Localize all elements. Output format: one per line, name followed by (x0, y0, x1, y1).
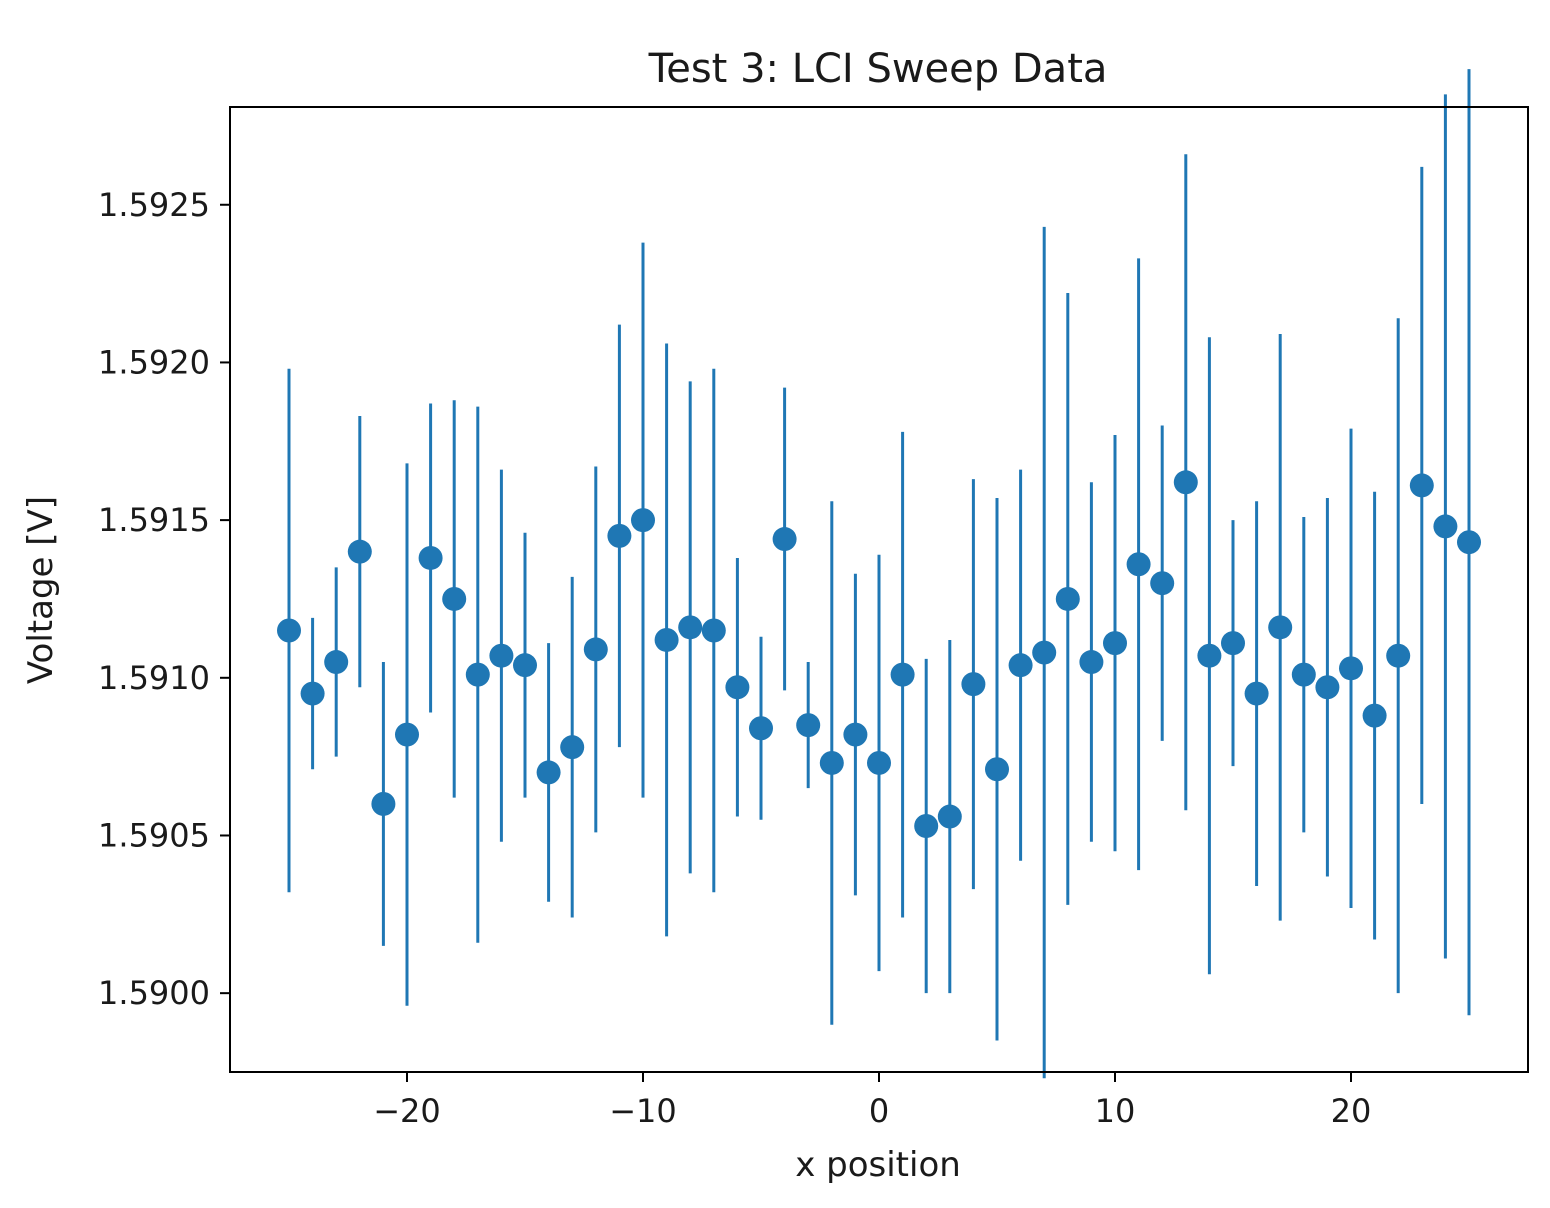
data-point (371, 791, 396, 816)
x-tick-label: −20 (373, 1092, 441, 1130)
x-tick-label: 10 (1095, 1092, 1136, 1130)
data-point (607, 523, 632, 548)
data-point (961, 672, 986, 697)
data-point (1339, 656, 1363, 681)
y-axis-label: Voltage [V] (21, 496, 61, 684)
data-point (819, 750, 844, 775)
data-point (1244, 681, 1269, 706)
data-point (1055, 586, 1080, 611)
data-point (867, 750, 891, 775)
data-point (395, 722, 419, 747)
data-point (1291, 662, 1316, 687)
data-point (701, 618, 726, 643)
data-point (1362, 703, 1387, 728)
data-point (1150, 571, 1175, 596)
y-tick-label: 1.5915 (98, 501, 210, 539)
data-point (536, 760, 561, 785)
data-point (583, 637, 608, 662)
data-point (1173, 470, 1198, 495)
y-tick-label: 1.5905 (98, 816, 210, 854)
data-point (513, 653, 537, 678)
data-point (631, 508, 655, 533)
data-point (1409, 473, 1434, 498)
x-axis-label: x position (795, 1145, 961, 1185)
data-point (1457, 530, 1481, 555)
data-point (796, 713, 821, 738)
data-point (749, 716, 773, 741)
data-point (465, 662, 490, 687)
data-point (489, 643, 514, 668)
data-point (347, 539, 372, 564)
data-point (1079, 650, 1104, 675)
x-tick-label: 0 (869, 1092, 889, 1130)
data-point (937, 804, 962, 829)
data-point (1032, 640, 1057, 665)
y-tick-label: 1.5910 (98, 659, 210, 697)
data-point (300, 681, 325, 706)
data-point (442, 586, 467, 611)
data-point (277, 618, 301, 643)
data-point (914, 814, 939, 839)
x-tick-label: −10 (609, 1092, 677, 1130)
data-point (1386, 643, 1411, 668)
data-point (725, 675, 750, 700)
data-point (843, 722, 868, 747)
data-point (985, 757, 1009, 782)
y-tick-label: 1.5900 (98, 974, 210, 1012)
y-tick-label: 1.5920 (98, 343, 210, 381)
data-marks (277, 69, 1481, 1079)
data-point (1197, 643, 1222, 668)
data-point (1433, 514, 1458, 539)
data-point (1268, 615, 1293, 640)
data-point (418, 545, 443, 570)
data-point (890, 662, 915, 687)
data-point (560, 735, 585, 760)
data-point (324, 650, 349, 675)
data-point (1126, 552, 1151, 577)
data-point (654, 627, 679, 652)
plot-frame (229, 106, 1529, 1073)
x-tick-label: 20 (1331, 1092, 1372, 1130)
data-point (678, 615, 703, 640)
axis-ticks: −20 −10 0 10 20 1.5900 1.5905 1.5910 1.5915 1.592… (98, 186, 1371, 1130)
chart-title: Test 3: LCI Sweep Data (648, 46, 1108, 92)
data-point (772, 527, 797, 552)
data-point (1315, 675, 1340, 700)
data-point (1103, 631, 1127, 656)
data-point (1221, 631, 1245, 656)
data-point (1008, 653, 1033, 678)
y-tick-label: 1.5925 (98, 186, 210, 224)
